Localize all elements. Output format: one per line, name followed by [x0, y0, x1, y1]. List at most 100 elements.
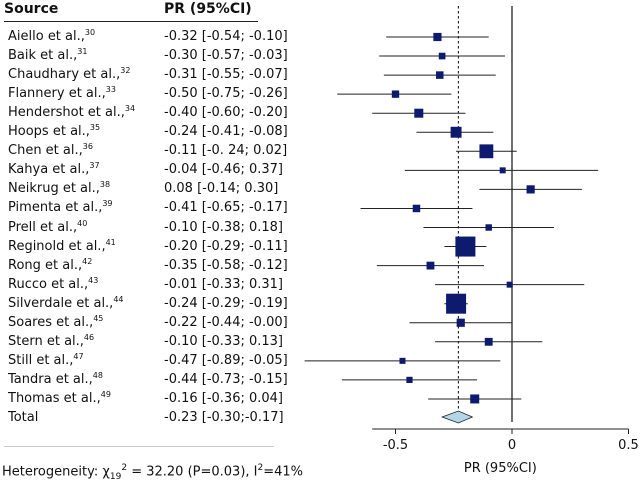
study-estimate-marker — [499, 167, 506, 174]
pr-value: -0.24 [-0.29; -0.19] — [164, 295, 288, 311]
study-row: Flannery et al.,33 -0.50 [-0.75; -0.26] — [0, 84, 300, 104]
study-name: Neikrug et al.,38 — [8, 180, 111, 197]
pr-value: -0.35 [-0.58; -0.12] — [164, 257, 288, 273]
study-row: Aiello et al.,30 -0.32 [-0.54; -0.10] — [0, 27, 300, 47]
study-estimate-marker — [391, 90, 400, 98]
reference-number: 49 — [100, 389, 111, 399]
study-estimate-marker — [399, 357, 406, 364]
study-name: Aiello et al.,30 — [8, 28, 96, 44]
study-name: Still et al.,47 — [8, 351, 84, 368]
study-estimate-marker — [485, 224, 492, 231]
study-name: Chaudhary et al.,32 — [8, 66, 131, 83]
reference-number: 43 — [88, 275, 99, 285]
pr-value: -0.44 [-0.73; -0.15] — [164, 371, 288, 387]
reference-number: 36 — [82, 142, 93, 152]
pr-value: -0.30 [-0.57; -0.03] — [164, 48, 288, 64]
reference-number: 40 — [77, 218, 88, 228]
study-estimate-marker — [412, 204, 421, 213]
reference-number: 44 — [113, 294, 124, 304]
reference-number: 47 — [73, 351, 84, 361]
pr-value: -0.20 [-0.29; -0.11] — [164, 238, 288, 254]
study-name: Kahya et al.,37 — [8, 161, 100, 178]
study-estimate-marker — [484, 337, 493, 346]
study-row: Silverdale et al.,44 -0.24 [-0.29; -0.19] — [0, 294, 300, 314]
reference-number: 35 — [89, 123, 101, 133]
reference-number: 34 — [124, 104, 136, 114]
reference-number: 46 — [83, 332, 95, 342]
study-estimate-marker — [406, 376, 413, 384]
pr-value: -0.23 [-0.30;-0.17] — [164, 410, 284, 425]
study-row: Tandra et al.,48 -0.44 [-0.73; -0.15] — [0, 370, 300, 390]
pr-value: -0.24 [-0.41; -0.08] — [164, 124, 288, 140]
study-estimate-marker — [526, 185, 535, 194]
study-name: Rucco et al.,43 — [8, 275, 99, 292]
study-row: Hendershot et al.,34 -0.40 [-0.60; -0.20] — [0, 103, 300, 123]
study-name: Tandra et al.,48 — [8, 370, 103, 387]
x-tick-label: -0.5 — [383, 438, 408, 453]
study-estimate-marker — [506, 281, 513, 288]
study-name: Prell et al.,40 — [8, 218, 88, 235]
pr-value: -0.11 [-0. 24; 0.02] — [164, 143, 288, 159]
total-row: Total -0.23 [-0.30;-0.17] — [0, 408, 300, 428]
pr-value: -0.04 [-0.46; 0.37] — [164, 162, 284, 178]
study-name: Hendershot et al.,34 — [8, 104, 136, 121]
pr-value: -0.10 [-0.38; 0.18] — [164, 219, 284, 235]
study-row: Rong et al.,42 -0.35 [-0.58; -0.12] — [0, 256, 300, 276]
study-estimate-marker — [455, 236, 476, 257]
pr-value: -0.32 [-0.54; -0.10] — [164, 29, 288, 44]
study-estimate-marker — [436, 71, 444, 79]
study-name: Stern et al.,46 — [8, 332, 95, 349]
pr-value: -0.50 [-0.75; -0.26] — [164, 86, 288, 102]
study-row: Baik et al.,31 -0.30 [-0.57; -0.03] — [0, 46, 300, 66]
study-name: Baik et al.,31 — [8, 47, 88, 64]
study-name: Chen et al.,36 — [8, 142, 93, 159]
study-row: Pimenta et al.,39 -0.41 [-0.65; -0.17] — [0, 198, 300, 218]
reference-number: 41 — [105, 237, 116, 247]
study-name: Silverdale et al.,44 — [8, 294, 124, 311]
study-row: Reginold et al.,41 -0.20 [-0.29; -0.11] — [0, 237, 300, 257]
x-tick-label: 0 — [508, 438, 516, 453]
study-row: Neikrug et al.,38 0.08 [-0.14; 0.30] — [0, 179, 300, 199]
study-name: Flannery et al.,33 — [8, 85, 116, 102]
study-name: Thomas et al.,49 — [8, 389, 111, 406]
study-row: Chaudhary et al.,32 -0.31 [-0.55; -0.07] — [0, 65, 300, 85]
pooled-diamond — [440, 410, 474, 424]
reference-number: 31 — [77, 47, 88, 57]
header-rule — [4, 21, 258, 22]
study-name: Soares et al.,45 — [8, 313, 104, 330]
pr-value: -0.31 [-0.55; -0.07] — [164, 67, 288, 83]
reference-number: 38 — [99, 180, 111, 190]
study-row: Stern et al.,46 -0.10 [-0.33; 0.13] — [0, 332, 300, 352]
reference-number: 30 — [84, 28, 96, 37]
heterogeneity-note: Heterogeneity: χ192 = 32.20 (P=0.03), I2… — [2, 463, 304, 482]
pr-value: -0.01 [-0.33; 0.31] — [164, 276, 284, 292]
reference-number: 32 — [120, 66, 131, 76]
study-estimate-marker — [479, 144, 494, 159]
study-estimate-marker — [446, 293, 467, 314]
header-pr: PR (95%CI) — [164, 1, 252, 17]
study-row: Rucco et al.,43 -0.01 [-0.33; 0.31] — [0, 275, 300, 295]
study-estimate-marker — [433, 32, 442, 42]
x-axis-label: PR (95%CI) — [464, 461, 537, 476]
reference-number: 39 — [102, 199, 113, 209]
pr-value: -0.40 [-0.60; -0.20] — [164, 105, 288, 121]
study-name: Hoops et al.,35 — [8, 123, 101, 140]
pr-value: -0.16 [-0.36; 0.04] — [164, 390, 284, 406]
study-row: Thomas et al.,49 -0.16 [-0.36; 0.04] — [0, 389, 300, 409]
header-source: Source — [4, 1, 59, 17]
study-estimate-marker — [456, 318, 465, 327]
study-name: Rong et al.,42 — [8, 256, 93, 273]
study-row: Prell et al.,40 -0.10 [-0.38; 0.18] — [0, 218, 300, 238]
reference-number: 37 — [89, 161, 100, 171]
study-estimate-marker — [438, 52, 446, 60]
pr-value: -0.41 [-0.65; -0.17] — [164, 200, 288, 216]
study-row: Chen et al.,36 -0.11 [-0. 24; 0.02] — [0, 141, 300, 161]
reference-number: 45 — [93, 313, 104, 323]
study-row: Kahya et al.,37 -0.04 [-0.46; 0.37] — [0, 160, 300, 180]
study-row: Hoops et al.,35 -0.24 [-0.41; -0.08] — [0, 122, 300, 142]
table-bottom-rule — [4, 446, 274, 447]
reference-number: 33 — [105, 85, 116, 95]
study-row: Soares et al.,45 -0.22 [-0.44; -0.00] — [0, 313, 300, 333]
study-name: Total — [8, 410, 39, 425]
